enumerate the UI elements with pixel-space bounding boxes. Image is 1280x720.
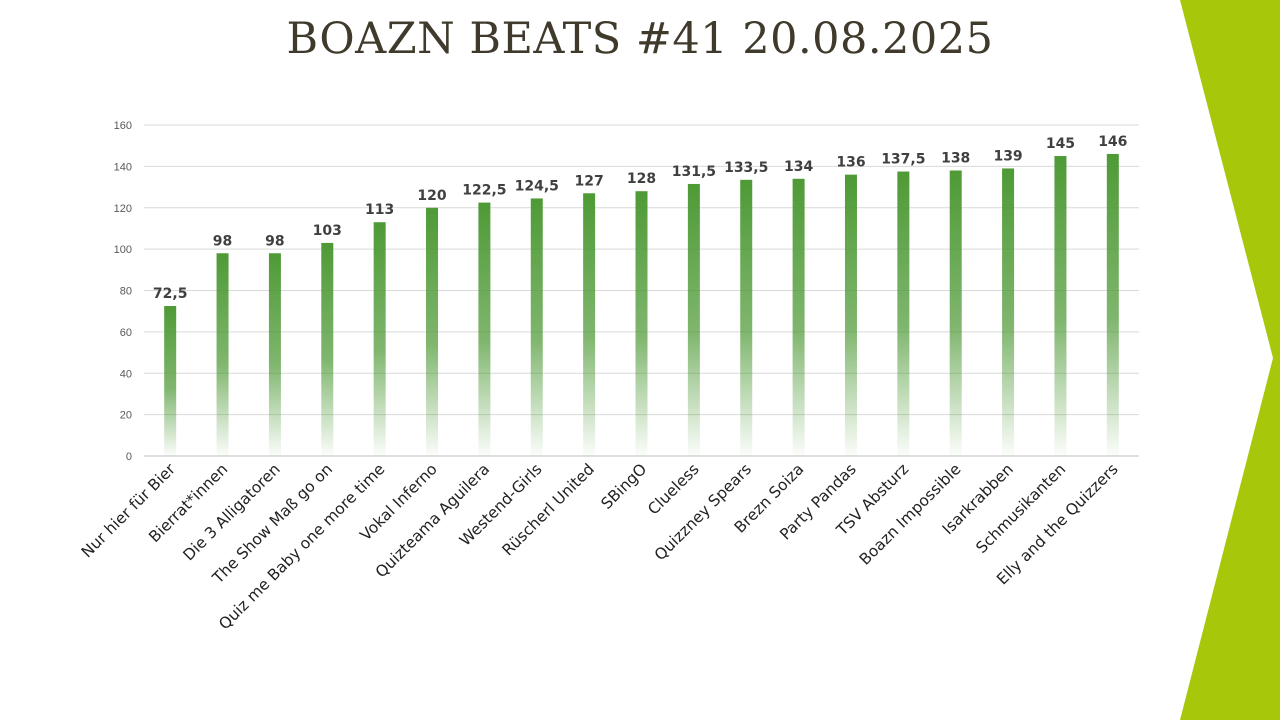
data-label: 134 (784, 159, 813, 175)
data-label: 113 (365, 202, 394, 218)
y-tick-label: 40 (120, 368, 132, 380)
bar (897, 171, 910, 456)
bar (1054, 156, 1067, 456)
y-tick-label: 80 (120, 286, 132, 298)
accent-arrow-shape (1180, 0, 1280, 720)
data-label: 128 (627, 171, 656, 187)
data-label: 137,5 (881, 152, 925, 168)
data-label: 136 (836, 155, 865, 171)
bar (687, 183, 700, 456)
bar (216, 253, 229, 456)
bar (1106, 153, 1119, 456)
data-label: 72,5 (153, 286, 188, 302)
category-label: Rüscherl United (499, 460, 598, 559)
bar (844, 174, 857, 456)
category-label: Schmusikanten (972, 460, 1069, 557)
y-tick-label: 60 (120, 327, 132, 339)
bar (583, 193, 596, 457)
data-label: 103 (313, 223, 342, 239)
data-label: 133,5 (724, 160, 768, 176)
data-label: 120 (417, 188, 446, 204)
category-label: SBingO (598, 460, 651, 513)
bar (164, 306, 177, 456)
y-tick-label: 140 (114, 161, 132, 173)
data-label: 127 (575, 173, 604, 189)
category-label: Quizzney Spears (651, 460, 755, 564)
bar (635, 191, 648, 456)
bar (530, 198, 543, 457)
y-tick-label: 160 (114, 120, 132, 132)
data-label: 146 (1098, 134, 1127, 150)
bar (321, 242, 334, 456)
y-tick-label: 100 (114, 244, 132, 256)
y-tick-label: 0 (126, 451, 132, 463)
y-tick-label: 120 (114, 203, 132, 215)
bar (740, 179, 753, 456)
bar (373, 222, 386, 456)
data-label: 145 (1046, 136, 1075, 152)
data-label: 124,5 (515, 178, 559, 194)
bar (949, 170, 962, 456)
bar (478, 202, 491, 456)
bar (1002, 168, 1015, 456)
bar (268, 253, 281, 456)
y-tick-label: 20 (120, 410, 132, 422)
bar (426, 207, 439, 456)
data-label: 98 (265, 233, 284, 249)
data-label: 139 (993, 148, 1022, 164)
data-label: 122,5 (462, 183, 506, 199)
bar (792, 178, 805, 456)
data-label: 138 (941, 151, 970, 167)
category-label: Die 3 Alligatoren (180, 460, 284, 564)
slide-title: BOAZN BEATS #41 20.08.2025 (286, 14, 994, 64)
category-label: Boazn Impossible (856, 460, 965, 569)
bar-chart: 0 20 40 60 80 100 120 140 160 72,5 98 98 103 113 120 1… (78, 120, 1139, 633)
data-label: 131,5 (672, 164, 716, 180)
data-label: 98 (213, 233, 232, 249)
category-label: Nur hier für Bier (78, 460, 180, 562)
